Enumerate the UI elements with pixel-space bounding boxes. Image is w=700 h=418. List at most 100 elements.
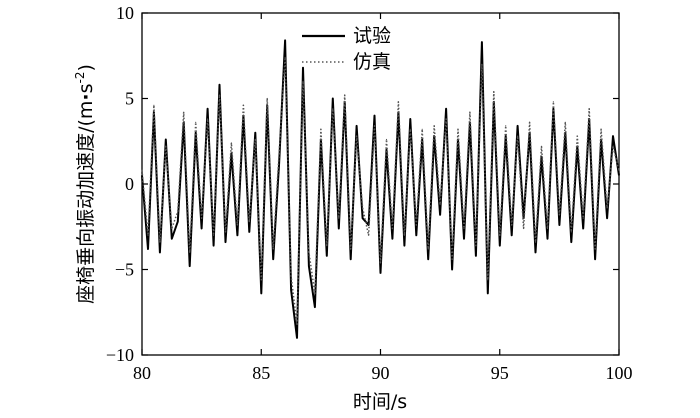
series-sim-point [248, 221, 250, 223]
series-sim-point [481, 63, 483, 65]
series-sim-point [356, 135, 358, 137]
series-sim-point [147, 234, 149, 236]
series-sim-point [564, 121, 566, 123]
series-sim-point [487, 279, 489, 281]
series-test-point [427, 258, 429, 260]
series-test-point [338, 227, 340, 230]
series-sim-point [529, 121, 531, 123]
y-axis-label: 座椅垂向振动加速度/(m·s-2) [73, 64, 97, 304]
series-test-point [177, 221, 179, 223]
series-sim-point [266, 97, 268, 100]
series-sim-point [141, 169, 143, 171]
series-sim-point [326, 245, 328, 247]
series-test-point [165, 138, 167, 141]
series-sim-point [523, 227, 525, 230]
series-sim-point [618, 169, 620, 171]
series-test-point [481, 41, 483, 43]
legend-label-test: 试验 [353, 25, 391, 47]
series-sim-point [189, 251, 191, 253]
series-sim-line [141, 56, 620, 325]
series-test-point [606, 217, 608, 219]
series-sim-point [362, 207, 364, 209]
series-test-point [379, 272, 382, 274]
series-sim-point [451, 258, 453, 260]
series-test-point [147, 248, 149, 250]
series-sim-point [552, 101, 555, 103]
x-axis-label: 时间/s [353, 391, 407, 413]
series-sim-point [195, 121, 197, 123]
series-test-point [558, 224, 561, 226]
series-sim-point [290, 275, 292, 277]
series-sim-point [558, 214, 561, 216]
series-test-point [391, 238, 393, 240]
series-test-point [296, 337, 298, 339]
series-sim-point [415, 224, 417, 226]
series-test-point [248, 231, 250, 233]
series-test-point [326, 255, 328, 257]
series-test-point [356, 125, 358, 127]
series-sim-point [379, 262, 382, 264]
series-test-point [159, 251, 161, 253]
series-test-point [517, 125, 519, 127]
series-test-point [618, 174, 620, 176]
series-test-point [332, 97, 334, 100]
series-test-point [362, 217, 364, 219]
series-sim-point [314, 292, 316, 294]
series-sim-point [368, 234, 370, 236]
series-test-point [570, 241, 572, 243]
y-axis-label-close: ) [75, 64, 97, 71]
series-sim-point [600, 128, 602, 130]
series-test-point [195, 132, 197, 134]
y-tick-label: 0 [125, 174, 134, 194]
series-sim-point [350, 248, 352, 250]
series-test-point [403, 245, 405, 247]
series-test-point [499, 245, 501, 247]
series-sim-point [606, 207, 608, 209]
series-sim-point [505, 125, 507, 127]
series-test-point [373, 115, 376, 117]
series-sim-point [218, 94, 221, 96]
series-sim-point [338, 217, 340, 219]
legend-label-sim: 仿真 [353, 51, 391, 73]
y-axis-label-exponent: -2 [73, 72, 87, 84]
series-sim-point [576, 135, 578, 137]
series-test-point [552, 108, 555, 110]
series-sim-point [534, 241, 537, 243]
x-tick-label: 90 [372, 363, 390, 383]
series-sim-point [320, 128, 322, 130]
series-sim-point [511, 224, 513, 226]
series-sim-point [463, 227, 465, 230]
series-sim-point [475, 245, 477, 247]
series-test-line [141, 39, 620, 339]
series-sim-point [242, 104, 244, 106]
x-tick-label: 100 [606, 363, 633, 383]
series-sim-point [177, 210, 179, 212]
series-test-point [201, 227, 203, 230]
series-sim-point [260, 279, 262, 281]
series-test-point [207, 108, 209, 110]
series-sim-point [254, 138, 256, 141]
series-sim-point [391, 227, 393, 230]
series-sim-point [272, 248, 274, 250]
series-test-point [290, 289, 292, 291]
series-test-point [350, 258, 352, 260]
x-tick-label: 95 [491, 363, 509, 383]
series-test-point [534, 251, 537, 253]
series-test-point [487, 292, 489, 294]
series-test-point [445, 108, 447, 110]
series-test-point [284, 39, 286, 42]
y-tick-label: −10 [106, 345, 134, 365]
series-sim-point [165, 145, 167, 147]
series-sim-point [588, 108, 590, 110]
series-sim-point [427, 248, 429, 250]
x-tick-label: 85 [252, 363, 270, 383]
series-test-point [385, 149, 388, 151]
series-sim-point [499, 234, 501, 236]
series-sim-point [540, 145, 543, 147]
series-test-point [302, 67, 304, 69]
series-sim-point [457, 128, 459, 130]
series-sim-point [582, 217, 584, 219]
y-tick-label: −5 [115, 260, 134, 280]
